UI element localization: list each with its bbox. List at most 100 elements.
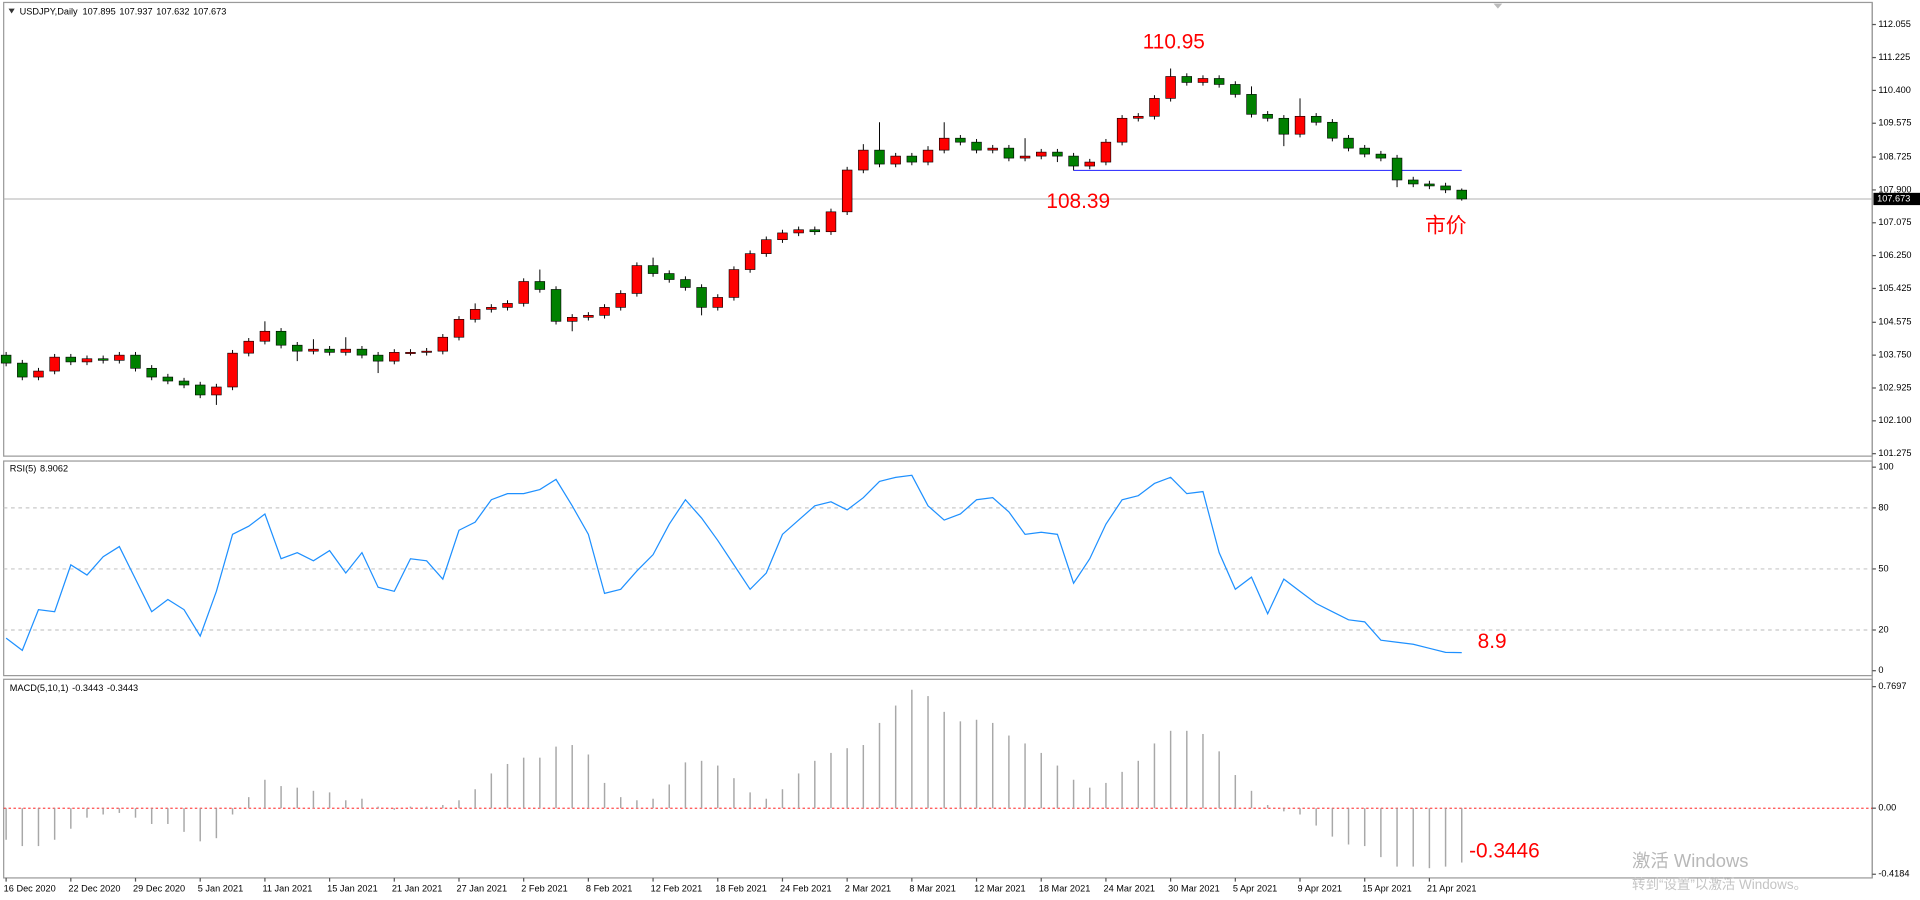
y-tick-label: 103.750 — [1878, 350, 1911, 360]
candle-body — [1262, 113, 1273, 119]
candle-body — [647, 265, 659, 274]
shift-marker — [1493, 3, 1503, 9]
x-tick-label: 30 Mar 2021 — [1168, 883, 1220, 893]
candle-body — [1456, 189, 1467, 200]
candle-body — [308, 348, 319, 352]
candle-body — [49, 356, 60, 372]
macd-value: -0.3443 — [72, 684, 103, 694]
x-tick-label: 11 Jan 2021 — [262, 883, 312, 893]
candle-body — [0, 354, 12, 364]
candle-body — [130, 354, 141, 369]
candle-body — [809, 229, 821, 233]
y-tick-label: 109.575 — [1878, 118, 1911, 128]
candle-body — [1052, 151, 1063, 157]
x-tick-label: 5 Apr 2021 — [1233, 883, 1277, 893]
macd-title: MACD(5,10,1) — [10, 684, 69, 694]
candle-body — [259, 330, 271, 342]
x-tick-label: 2 Feb 2021 — [521, 883, 567, 893]
candle-body — [825, 211, 837, 233]
x-tick-label: 15 Apr 2021 — [1362, 883, 1412, 893]
candle-body — [971, 141, 982, 151]
x-tick-label: 12 Mar 2021 — [974, 883, 1026, 893]
candle-body — [178, 380, 190, 386]
y-tick-label: 110.400 — [1878, 85, 1911, 95]
y-tick-label: 112.055 — [1878, 19, 1911, 29]
y-tick-label: 20 — [1878, 624, 1888, 634]
candle-body — [1327, 121, 1338, 139]
macd-annotation: -0.3446 — [1469, 840, 1540, 863]
candle-body — [728, 269, 740, 298]
candle-body — [33, 370, 44, 378]
x-tick-label: 29 Dec 2020 — [133, 883, 185, 893]
candle-body — [292, 344, 303, 352]
macd-header: MACD(5,10,1) -0.3443 -0.3443 — [10, 684, 138, 694]
candle-body — [1343, 137, 1354, 149]
price-note: 市价 — [1425, 214, 1467, 237]
candle-body — [664, 273, 675, 280]
x-tick-label: 18 Mar 2021 — [1039, 883, 1091, 893]
candle-body — [841, 169, 853, 213]
candle-body — [486, 307, 497, 310]
y-tick-label: 0.00 — [1878, 803, 1896, 813]
signal-value: -0.3443 — [107, 684, 138, 694]
candle-body — [1181, 76, 1193, 83]
candle-body — [453, 319, 465, 338]
candle-body — [890, 155, 901, 165]
candle-body — [17, 362, 28, 378]
candle-body — [502, 303, 513, 308]
candle-body — [1133, 115, 1144, 119]
y-tick-label: -0.4184 — [1878, 869, 1909, 879]
candle-body — [1197, 78, 1209, 83]
candle-body — [469, 309, 481, 320]
candle-body — [114, 354, 125, 361]
candle-body — [696, 287, 707, 308]
candle-body — [211, 386, 222, 396]
candle-body — [922, 149, 934, 163]
y-tick-label: 111.225 — [1878, 52, 1910, 62]
candle-body — [146, 367, 157, 378]
candle-body — [227, 352, 238, 388]
candle-body — [97, 358, 109, 361]
y-tick-label: 0 — [1878, 665, 1883, 675]
x-tick-label: 15 Jan 2021 — [327, 883, 378, 893]
y-tick-label: 102.100 — [1878, 415, 1911, 425]
x-tick-label: 8 Mar 2021 — [909, 883, 955, 893]
candle-body — [1213, 78, 1225, 85]
candle-body — [65, 356, 77, 363]
level-annotation: 108.39 — [1046, 190, 1110, 213]
candle-body — [1068, 155, 1079, 167]
rsi-line — [5, 474, 1462, 654]
candle-body — [1440, 185, 1451, 191]
y-tick-label: 80 — [1878, 502, 1888, 512]
candle-body — [389, 352, 400, 362]
candle-body — [1408, 179, 1419, 185]
menu-icon[interactable] — [8, 8, 15, 14]
y-tick-label: 50 — [1878, 563, 1888, 573]
current-price-box — [1873, 192, 1920, 206]
y-tick-label: 102.925 — [1878, 382, 1911, 392]
close: 107.673 — [193, 7, 226, 17]
low: 107.632 — [156, 7, 189, 17]
y-tick-label: 0.7697 — [1878, 681, 1906, 691]
x-tick-label: 9 Apr 2021 — [1298, 883, 1342, 893]
candle-body — [987, 147, 998, 151]
candle-body — [1391, 157, 1403, 181]
candle-body — [566, 317, 578, 322]
candle-body — [534, 281, 546, 290]
candle-body — [583, 315, 594, 318]
candle-body — [372, 354, 384, 362]
x-tick-label: 24 Mar 2021 — [1103, 883, 1155, 893]
rsi-title: RSI(5) — [10, 464, 37, 474]
rsi-value: 8.9062 — [40, 464, 68, 474]
candle-body — [162, 376, 174, 382]
candle-body — [1019, 155, 1031, 159]
candle-body — [712, 297, 723, 308]
candle-body — [437, 336, 449, 352]
candle-body — [777, 232, 788, 241]
rsi-header: RSI(5) 8.9062 — [10, 464, 68, 474]
candle-body — [1294, 115, 1306, 135]
candle-body — [955, 137, 966, 143]
candle-body — [874, 149, 885, 165]
